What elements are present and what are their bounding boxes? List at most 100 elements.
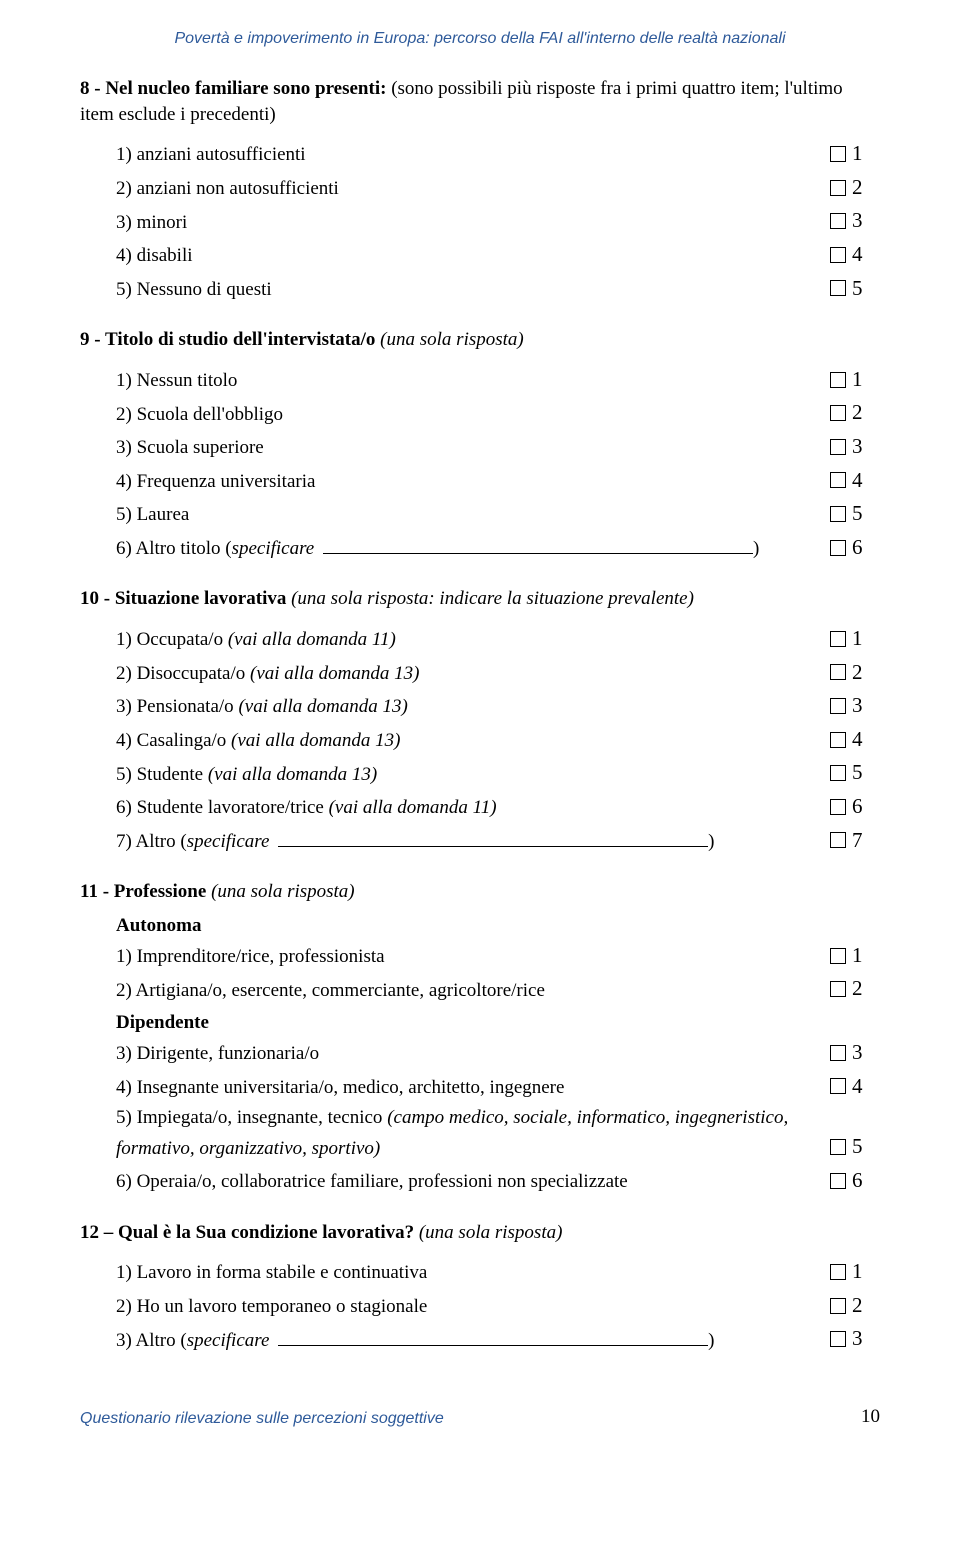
checkbox[interactable] [830,439,846,455]
option-label: 3) Scuola superiore [116,433,830,463]
option-label: 3) Altro (specificare ) [116,1326,830,1356]
option-number: 1 [852,363,863,397]
checkbox[interactable] [830,180,846,196]
option-number: 4 [852,723,863,757]
option-check: 2 [830,1289,880,1323]
checkbox[interactable] [830,372,846,388]
option-check: 2 [830,171,880,205]
checkbox[interactable] [830,981,846,997]
checkbox[interactable] [830,799,846,815]
option-row: 2) anziani non autosufficienti2 [116,171,880,205]
checkbox[interactable] [830,1298,846,1314]
option-label-italic: (campo medico, sociale, informatico, ing… [116,1107,788,1158]
option-number: 1 [852,622,863,656]
checkbox[interactable] [830,405,846,421]
checkbox[interactable] [830,1139,846,1155]
footer-title: Questionario rilevazione sulle percezion… [80,1410,444,1428]
option-number: 3 [852,204,863,238]
checkbox[interactable] [830,631,846,647]
option-row: 3) Dirigente, funzionaria/o3 [116,1036,880,1070]
checkbox[interactable] [830,1264,846,1280]
checkbox[interactable] [830,540,846,556]
option-row: 2) Artigiana/o, esercente, commerciante,… [116,972,880,1006]
checkbox[interactable] [830,1078,846,1094]
option-label: 1) Nessun titolo [116,366,830,396]
checkbox[interactable] [830,832,846,848]
option-label-italic: (vai alla domanda 13) [208,764,377,785]
option-number: 6 [852,790,863,824]
checkbox[interactable] [830,698,846,714]
checkbox[interactable] [830,1045,846,1061]
option-check: 1 [830,1255,880,1289]
option-label: 2) Ho un lavoro temporaneo o stagionale [116,1292,830,1322]
option-row: 3) Pensionata/o (vai alla domanda 13)3 [116,689,880,723]
option-number: 3 [852,1322,863,1356]
fill-blank-line[interactable] [323,553,753,554]
option-label: 5) Laurea [116,500,830,530]
option-label: 6) Operaia/o, collaboratrice familiare, … [116,1167,830,1197]
q11-prompt: 11 - Professione (una sola risposta) [80,879,880,905]
fill-blank-line[interactable] [278,846,708,847]
q10-prompt-hint: (una sola risposta: indicare la situazio… [286,588,694,609]
option-row: 5) Studente (vai alla domanda 13)5 [116,756,880,790]
option-label-italic: (vai alla domanda 11) [329,797,497,818]
option-row: 5) Nessuno di questi5 [116,272,880,306]
checkbox[interactable] [830,247,846,263]
option-label: 1) anziani autosufficienti [116,140,830,170]
option-label: 1) Imprenditore/rice, professionista [116,942,830,972]
option-row: 3) Scuola superiore 3 [116,430,880,464]
checkbox[interactable] [830,1173,846,1189]
option-check: 4 [830,238,880,272]
q9-prompt-hint: (una sola risposta) [375,329,523,350]
checkbox[interactable] [830,280,846,296]
option-row: 6) Operaia/o, collaboratrice familiare, … [116,1164,880,1198]
page-footer: Questionario rilevazione sulle percezion… [80,1406,880,1428]
option-row: 3) Altro (specificare ) 3 [116,1322,880,1356]
checkbox[interactable] [830,506,846,522]
option-row: 2) Scuola dell'obbligo2 [116,396,880,430]
option-check: 1 [830,137,880,171]
option-check: 3 [830,1322,880,1356]
option-number: 4 [852,464,863,498]
fill-blank-line[interactable] [278,1345,708,1346]
checkbox[interactable] [830,732,846,748]
option-row: 2) Disoccupata/o (vai alla domanda 13)2 [116,656,880,690]
checkbox[interactable] [830,146,846,162]
option-label-italic: (vai alla domanda 13) [231,730,400,751]
option-label: 3) Dirigente, funzionaria/o [116,1039,830,1069]
checkbox[interactable] [830,948,846,964]
q9-prompt: 9 - Titolo di studio dell'intervistata/o… [80,327,880,353]
option-number: 2 [852,396,863,430]
option-number: 5 [852,497,863,531]
option-check: 4 [830,723,880,757]
option-check: 3 [830,204,880,238]
q11-group-b-head: Dipendente [116,1012,880,1034]
checkbox[interactable] [830,213,846,229]
q8-options: 1) anziani autosufficienti 12) anziani no… [116,137,880,305]
q9-prompt-bold: 9 - Titolo di studio dell'intervistata/o [80,329,375,350]
option-row: 4) Casalinga/o (vai alla domanda 13) 4 [116,723,880,757]
q12-options: 1) Lavoro in forma stabile e continuativ… [116,1255,880,1356]
option-label-italic: (vai alla domanda 13) [238,696,407,717]
option-check: 2 [830,972,880,1006]
option-label: 4) Insegnante universitaria/o, medico, a… [116,1073,830,1103]
q12-prompt: 12 – Qual è la Sua condizione lavorativa… [80,1220,880,1246]
option-label: 4) Casalinga/o (vai alla domanda 13) [116,726,830,756]
option-number: 2 [852,1289,863,1323]
checkbox[interactable] [830,664,846,680]
option-check: 1 [830,622,880,656]
option-number: 1 [852,939,863,973]
checkbox[interactable] [830,765,846,781]
option-check: 2 [830,656,880,690]
checkbox[interactable] [830,1331,846,1347]
option-number: 3 [852,430,863,464]
option-label: 1) Lavoro in forma stabile e continuativ… [116,1258,830,1288]
option-row: 4) disabili4 [116,238,880,272]
option-row: 6) Studente lavoratore/trice (vai alla d… [116,790,880,824]
q8-prompt: 8 - Nel nucleo familiare sono presenti: … [80,76,880,127]
checkbox[interactable] [830,472,846,488]
option-row: 1) anziani autosufficienti 1 [116,137,880,171]
option-number: 1 [852,137,863,171]
option-check: 4 [830,1070,880,1104]
option-check: 1 [830,939,880,973]
